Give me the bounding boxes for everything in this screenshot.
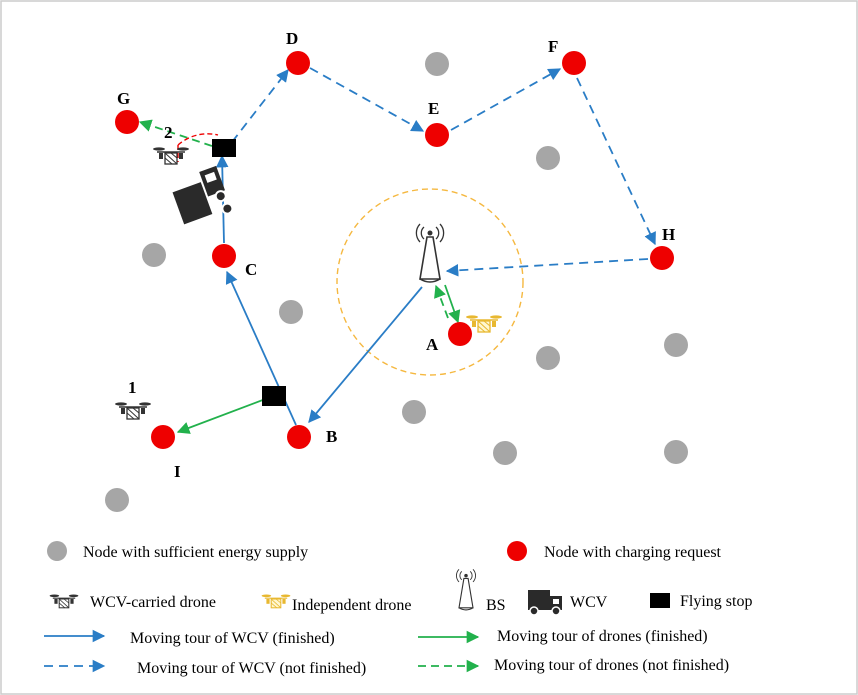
bs-coverage-circle [336, 188, 524, 376]
sufficient-node [536, 146, 560, 170]
label-e: E [428, 99, 439, 118]
wcv-path-unfinished [231, 67, 656, 277]
node-h [650, 246, 674, 270]
sufficient-node [402, 400, 426, 424]
legend-bs-icon [455, 568, 477, 611]
flying-stop [212, 139, 236, 157]
legend-wcv-drone-icon [48, 593, 80, 609]
label-d: D [286, 29, 298, 48]
sufficient-nodes [105, 52, 688, 512]
legend-request-icon [507, 541, 527, 561]
legend-wcv-drone-label: WCV-carried drone [90, 594, 216, 611]
label-c: C [245, 260, 257, 279]
legend-request-label: Node with charging request [544, 544, 722, 561]
request-nodes [115, 51, 674, 449]
label-f: F [548, 37, 558, 56]
legend-flying-stop-label: Flying stop [680, 593, 752, 610]
legend-independent-drone-icon [261, 593, 291, 609]
sufficient-node [664, 440, 688, 464]
label-drone-2: 2 [164, 123, 173, 142]
flying-stop [262, 386, 286, 406]
legend-wcv-label: WCV [570, 594, 608, 611]
legend-bs-label: BS [486, 597, 506, 614]
wcv-carried-drone-icon [152, 146, 190, 165]
label-i: I [174, 462, 181, 481]
drone-path-unfinished [138, 119, 449, 319]
label-h: H [662, 225, 675, 244]
node-e [425, 123, 449, 147]
base-station-icon [415, 223, 445, 283]
flying-stop-arc [177, 133, 219, 146]
sufficient-node [279, 300, 303, 324]
sufficient-node [664, 333, 688, 357]
node-g [115, 110, 139, 134]
sufficient-node [425, 52, 449, 76]
sufficient-node [536, 346, 560, 370]
legend-wcv-finished-label: Moving tour of WCV (finished) [130, 630, 335, 647]
node-f [562, 51, 586, 75]
drone-path-finished [176, 284, 461, 434]
legend-wcv-truck-icon [528, 590, 562, 616]
sufficient-node [142, 243, 166, 267]
legend-wcv-unfinished-label: Moving tour of WCV (not finished) [137, 660, 366, 677]
label-b: B [326, 427, 337, 446]
legend-sufficient-icon [47, 541, 67, 561]
sufficient-node [105, 488, 129, 512]
node-c [212, 244, 236, 268]
label-g: G [117, 89, 130, 108]
independent-drone-icon [465, 314, 503, 333]
node-i [151, 425, 175, 449]
wcv-path-finished [215, 154, 423, 426]
node-b [287, 425, 311, 449]
legend-drone-finished-label: Moving tour of drones (finished) [497, 628, 708, 645]
legend-flying-stop-icon [650, 593, 670, 608]
legend-drone-unfinished-label: Moving tour of drones (not finished) [494, 657, 729, 674]
sufficient-node [493, 441, 517, 465]
wcv-carried-drone-icon [114, 401, 152, 420]
label-drone-1: 1 [128, 378, 137, 397]
legend-independent-drone-label: Independent drone [292, 597, 412, 614]
legend-sufficient-label: Node with sufficient energy supply [83, 544, 308, 561]
wcv-truck-icon [172, 165, 234, 225]
label-a: A [426, 335, 439, 354]
legend: Node with sufficient energy supply Node … [44, 541, 752, 677]
node-d [286, 51, 310, 75]
node-a [448, 322, 472, 346]
